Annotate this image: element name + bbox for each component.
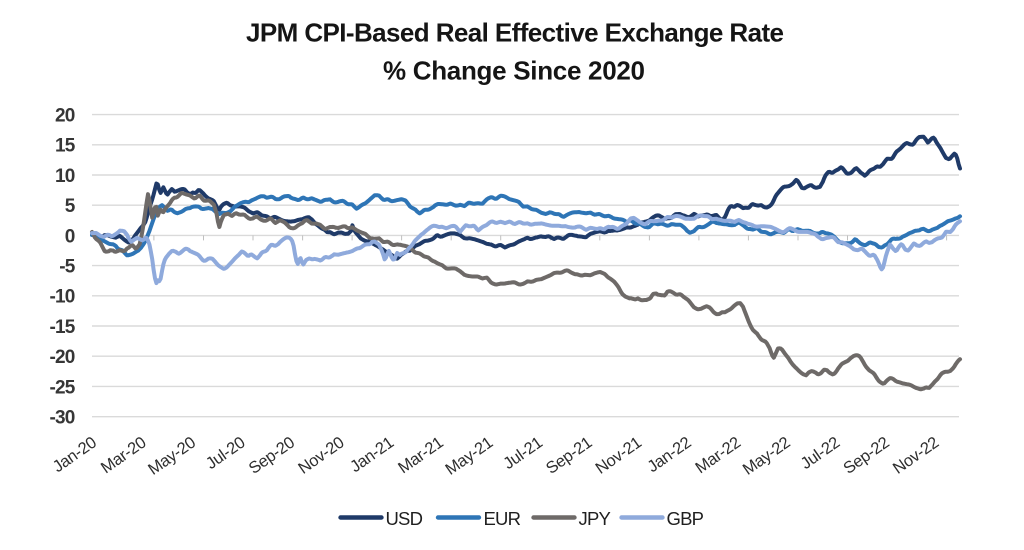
svg-text:5: 5	[65, 196, 76, 217]
svg-text:JPY: JPY	[579, 508, 611, 529]
svg-text:USD: USD	[386, 508, 423, 529]
svg-text:GBP: GBP	[667, 508, 704, 529]
svg-text:-30: -30	[49, 408, 74, 429]
svg-text:10: 10	[55, 166, 75, 187]
svg-text:0: 0	[65, 226, 75, 247]
svg-text:% Change Since 2020: % Change Since 2020	[383, 56, 645, 86]
svg-text:-15: -15	[49, 317, 75, 338]
svg-text:20: 20	[55, 106, 75, 127]
svg-text:15: 15	[55, 136, 76, 157]
svg-text:-20: -20	[49, 347, 74, 368]
svg-text:JPM CPI-Based Real Effective E: JPM CPI-Based Real Effective Exchange Ra…	[246, 18, 784, 48]
svg-text:-10: -10	[49, 287, 74, 308]
svg-text:-25: -25	[49, 377, 75, 398]
svg-text:EUR: EUR	[484, 508, 521, 529]
svg-text:-5: -5	[59, 257, 76, 278]
